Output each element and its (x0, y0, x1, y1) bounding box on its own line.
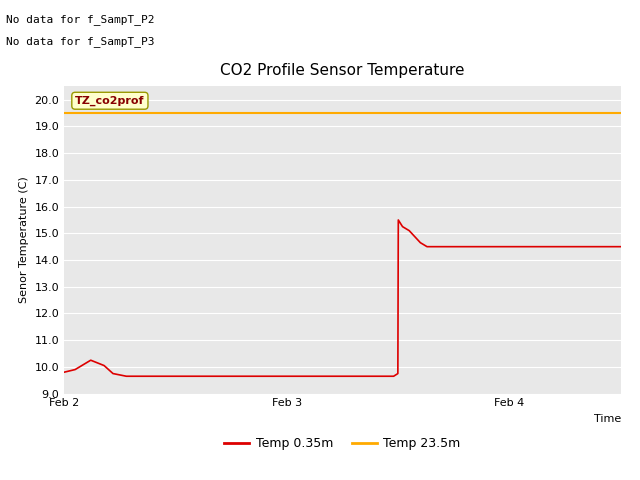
Text: TZ_co2prof: TZ_co2prof (75, 96, 145, 106)
Y-axis label: Senor Temperature (C): Senor Temperature (C) (19, 177, 29, 303)
Text: No data for f_SampT_P3: No data for f_SampT_P3 (6, 36, 155, 47)
Legend: Temp 0.35m, Temp 23.5m: Temp 0.35m, Temp 23.5m (220, 432, 465, 455)
X-axis label: Time: Time (593, 414, 621, 424)
Title: CO2 Profile Sensor Temperature: CO2 Profile Sensor Temperature (220, 63, 465, 78)
Text: No data for f_SampT_P2: No data for f_SampT_P2 (6, 14, 155, 25)
